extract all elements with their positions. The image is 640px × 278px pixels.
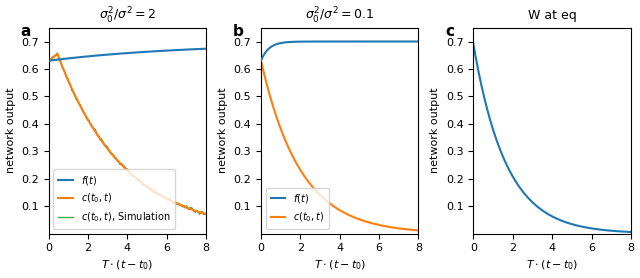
$f(t)$ <box>284 40 292 44</box>
$f(t)$ <box>199 47 207 51</box>
Legend: $f(t)$, $c(t_0, t)$, $c(t_0, t)$, Simulation: $f(t)$, $c(t_0, t)$, $c(t_0, t)$, Simula… <box>54 169 175 229</box>
$c(t_0, t)$, Simulation <box>45 59 52 62</box>
$f(t)$ <box>202 47 210 50</box>
X-axis label: $T \cdot (t - t_0)$: $T \cdot (t - t_0)$ <box>314 259 366 272</box>
$c(t_0, t)$ <box>72 96 80 99</box>
Line: $f(t)$: $f(t)$ <box>261 41 419 61</box>
$c(t_0, t)$ <box>395 227 403 230</box>
Line: $f(t)$: $f(t)$ <box>49 49 206 61</box>
$c(t_0, t)$ <box>324 200 332 204</box>
$c(t_0, t)$, Simulation <box>105 149 113 152</box>
$c(t_0, t)$ <box>105 149 113 152</box>
Text: b: b <box>233 24 243 39</box>
$c(t_0, t)$ <box>275 122 283 126</box>
Title: $\sigma_0^2/\sigma^2 = 0.1$: $\sigma_0^2/\sigma^2 = 0.1$ <box>305 6 374 26</box>
$f(t)$ <box>257 59 265 62</box>
Text: a: a <box>20 24 31 39</box>
Title: $\sigma_0^2/\sigma^2 = 2$: $\sigma_0^2/\sigma^2 = 2$ <box>99 6 156 26</box>
$c(t_0, t)$ <box>54 52 61 56</box>
$c(t_0, t)$, Simulation <box>182 205 190 209</box>
$c(t_0, t)$ <box>412 229 419 232</box>
$c(t_0, t)$, Simulation <box>54 51 61 55</box>
$f(t)$ <box>105 53 113 56</box>
Title: W at eq: W at eq <box>528 9 577 23</box>
X-axis label: $T \cdot (t - t_0)$: $T \cdot (t - t_0)$ <box>526 259 578 272</box>
$c(t_0, t)$ <box>415 229 422 232</box>
$c(t_0, t)$ <box>284 145 292 149</box>
$f(t)$ <box>182 48 190 51</box>
$c(t_0, t)$, Simulation <box>199 211 207 215</box>
$c(t_0, t)$, Simulation <box>72 97 80 100</box>
$c(t_0, t)$, Simulation <box>202 213 210 216</box>
$f(t)$ <box>72 56 80 59</box>
$f(t)$ <box>112 52 120 56</box>
Y-axis label: network output: network output <box>6 88 15 173</box>
$c(t_0, t)$ <box>199 212 207 215</box>
Y-axis label: network output: network output <box>218 88 228 173</box>
$c(t_0, t)$ <box>63 75 70 79</box>
$c(t_0, t)$, Simulation <box>201 213 209 216</box>
$f(t)$ <box>324 40 332 43</box>
$f(t)$ <box>412 40 419 43</box>
$c(t_0, t)$ <box>45 59 52 62</box>
$f(t)$ <box>45 59 52 62</box>
$c(t_0, t)$ <box>257 59 265 62</box>
Line: $c(t_0, t)$, Simulation: $c(t_0, t)$, Simulation <box>49 53 206 214</box>
$f(t)$ <box>317 40 325 43</box>
Legend: $f(t)$, $c(t_0, t)$: $f(t)$, $c(t_0, t)$ <box>266 188 330 229</box>
$c(t_0, t)$ <box>182 206 190 209</box>
$c(t_0, t)$, Simulation <box>112 157 120 160</box>
$c(t_0, t)$, Simulation <box>63 76 70 79</box>
X-axis label: $T \cdot (t - t_0)$: $T \cdot (t - t_0)$ <box>101 259 154 272</box>
Line: $c(t_0, t)$: $c(t_0, t)$ <box>261 61 419 230</box>
$f(t)$ <box>395 40 403 43</box>
$f(t)$ <box>63 57 70 60</box>
Text: c: c <box>445 24 454 39</box>
$c(t_0, t)$ <box>202 212 210 216</box>
$f(t)$ <box>415 40 422 43</box>
$f(t)$ <box>275 42 283 45</box>
$c(t_0, t)$ <box>112 157 120 160</box>
Line: $c(t_0, t)$: $c(t_0, t)$ <box>49 54 206 214</box>
$c(t_0, t)$ <box>317 195 325 198</box>
Y-axis label: network output: network output <box>430 88 440 173</box>
